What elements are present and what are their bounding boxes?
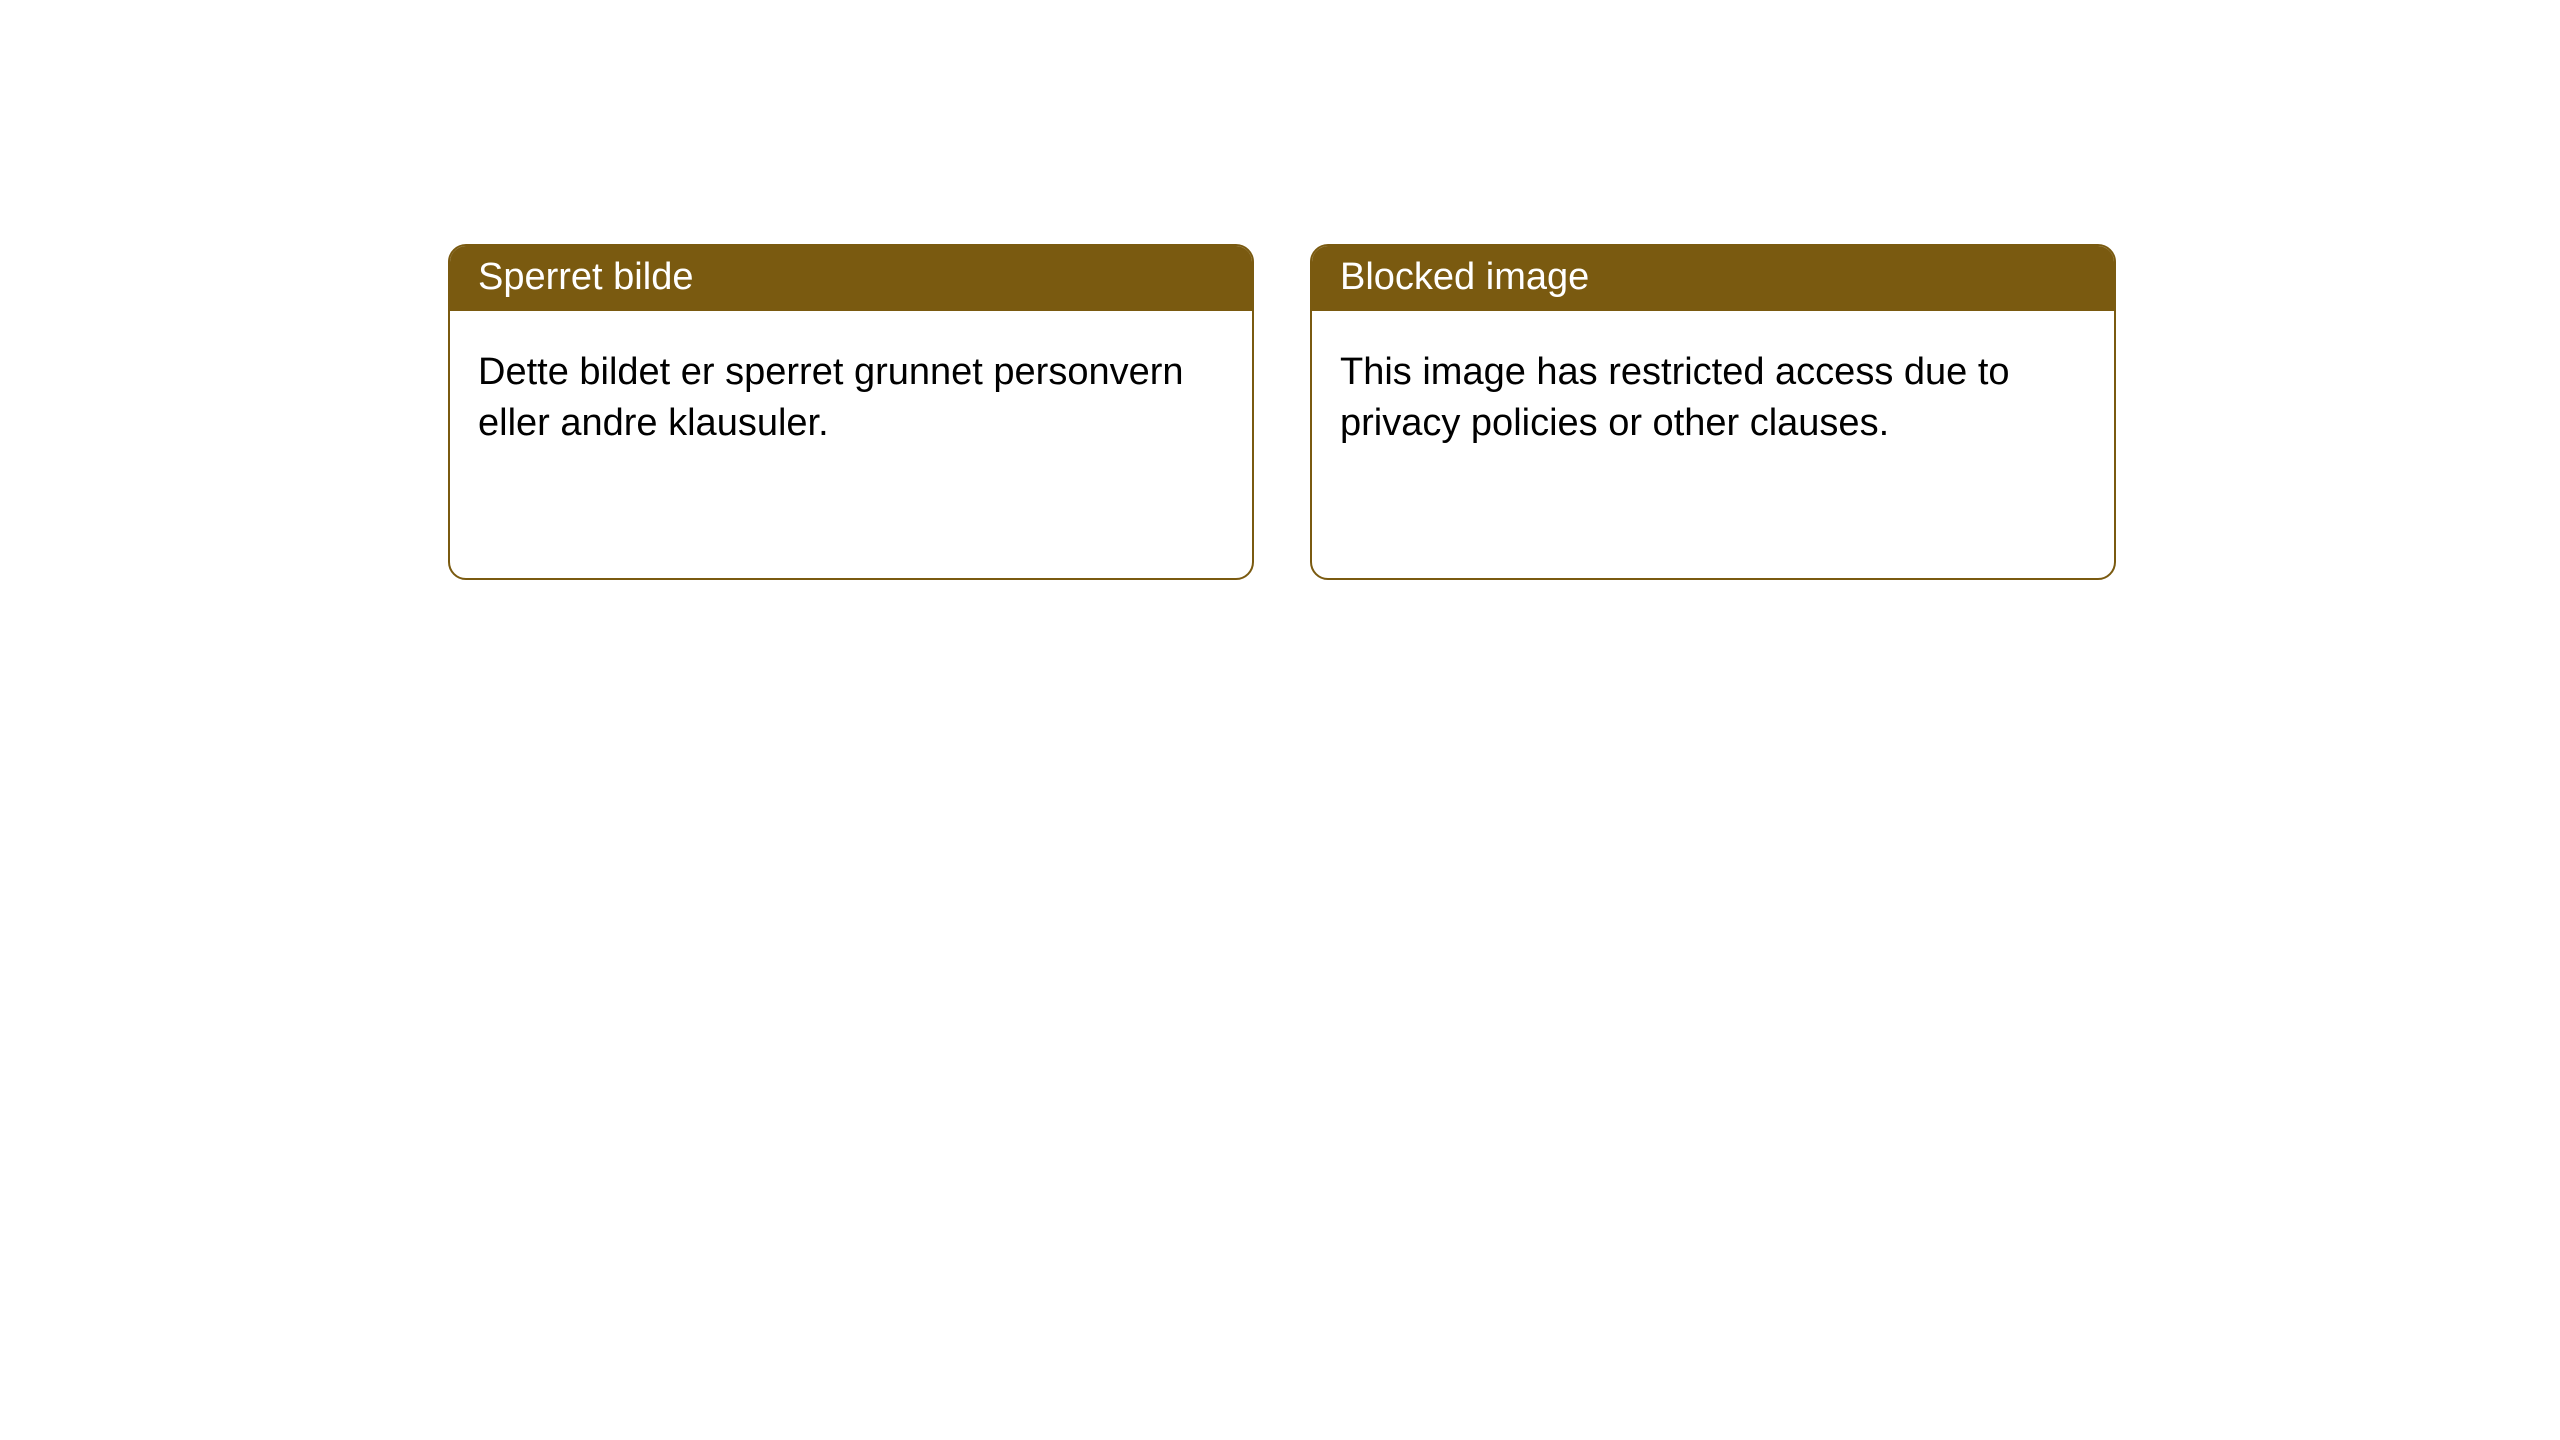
notice-container: Sperret bilde Dette bildet er sperret gr… xyxy=(0,0,2560,580)
blocked-image-card-en: Blocked image This image has restricted … xyxy=(1310,244,2116,580)
card-header: Sperret bilde xyxy=(450,246,1252,311)
card-body: Dette bildet er sperret grunnet personve… xyxy=(450,311,1252,486)
blocked-image-card-no: Sperret bilde Dette bildet er sperret gr… xyxy=(448,244,1254,580)
card-body: This image has restricted access due to … xyxy=(1312,311,2114,486)
card-header: Blocked image xyxy=(1312,246,2114,311)
